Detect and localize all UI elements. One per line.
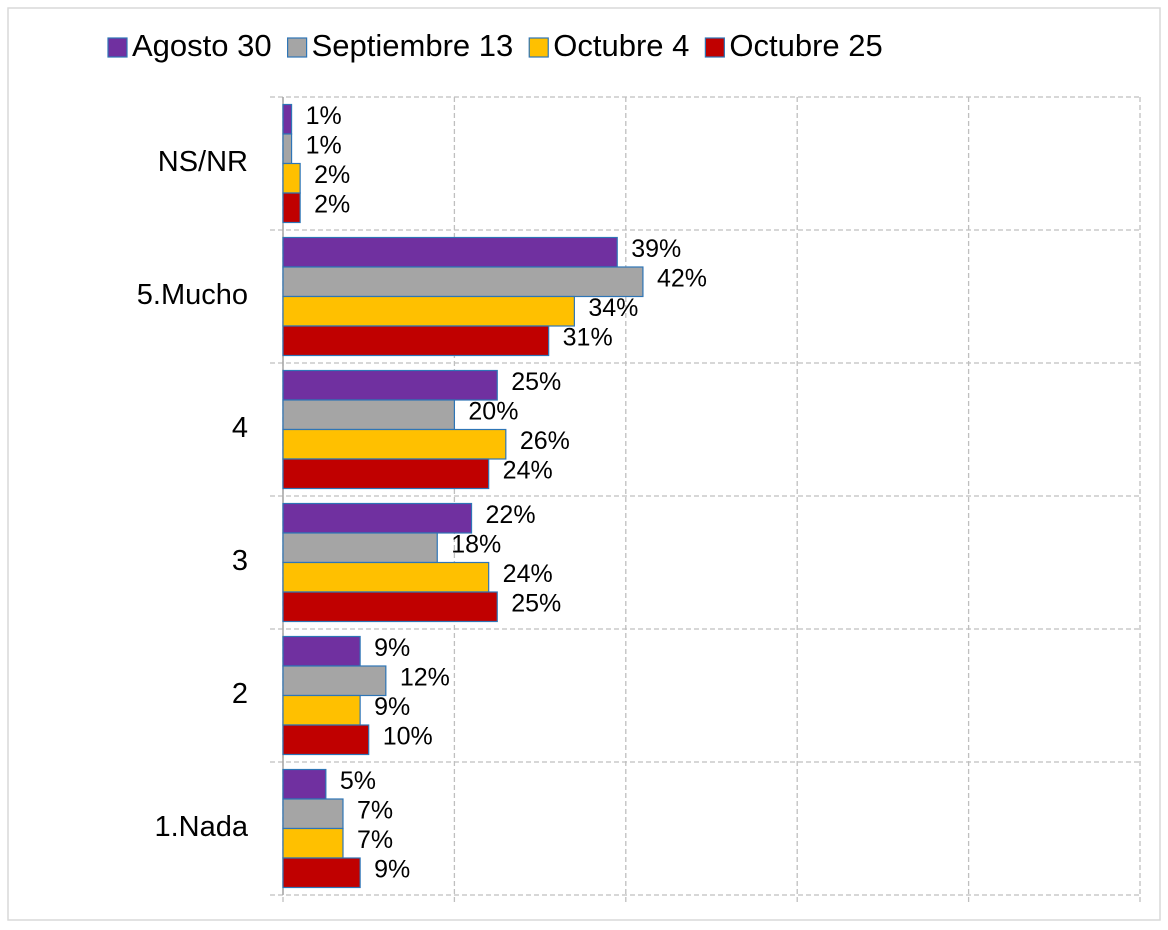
data-label: 5% bbox=[340, 767, 376, 795]
data-label: 20% bbox=[468, 397, 518, 425]
bar bbox=[282, 665, 387, 697]
data-label: 25% bbox=[511, 368, 561, 396]
data-label: 39% bbox=[631, 235, 681, 263]
data-label: 7% bbox=[357, 796, 393, 824]
bar bbox=[282, 502, 473, 534]
y-tick-label: NS/NR bbox=[158, 146, 248, 178]
data-label: 9% bbox=[374, 634, 410, 662]
data-label: 12% bbox=[400, 663, 450, 691]
data-label: 7% bbox=[357, 826, 393, 854]
bar bbox=[282, 532, 438, 564]
data-label: 26% bbox=[520, 427, 570, 455]
data-label: 2% bbox=[314, 161, 350, 189]
bar bbox=[282, 369, 498, 401]
bar bbox=[282, 295, 575, 327]
bar bbox=[282, 591, 498, 623]
bar bbox=[282, 133, 293, 165]
bar bbox=[282, 635, 361, 667]
legend-swatch bbox=[704, 37, 725, 58]
legend-label: Octubre 25 bbox=[729, 28, 882, 63]
bar bbox=[282, 561, 490, 593]
bar bbox=[282, 428, 507, 460]
data-label: 18% bbox=[451, 530, 501, 558]
y-tick-label: 2 bbox=[232, 678, 248, 710]
bar bbox=[282, 162, 301, 194]
data-label: 34% bbox=[588, 294, 638, 322]
bar bbox=[282, 103, 293, 135]
data-label: 2% bbox=[314, 190, 350, 218]
data-label: 31% bbox=[563, 323, 613, 351]
data-label: 10% bbox=[383, 722, 433, 750]
bar bbox=[282, 325, 550, 357]
legend-label: Septiembre 13 bbox=[312, 28, 514, 63]
bar bbox=[282, 857, 361, 889]
data-label: 1% bbox=[306, 102, 342, 130]
legend-swatch bbox=[107, 37, 128, 58]
y-tick-label: 1.Nada bbox=[154, 811, 248, 843]
chart-frame bbox=[7, 7, 1161, 921]
bar bbox=[282, 399, 455, 431]
y-tick-label: 4 bbox=[232, 412, 248, 444]
data-label: 22% bbox=[486, 501, 536, 529]
data-label: 25% bbox=[511, 589, 561, 617]
bar bbox=[282, 798, 344, 830]
y-tick-label: 5.Mucho bbox=[137, 279, 248, 311]
data-label: 1% bbox=[306, 131, 342, 159]
bar bbox=[282, 266, 644, 298]
bar bbox=[282, 192, 301, 224]
legend-label: Octubre 4 bbox=[553, 28, 689, 63]
legend-swatch bbox=[528, 37, 549, 58]
bar bbox=[282, 694, 361, 726]
bar bbox=[282, 827, 344, 859]
bar bbox=[282, 236, 618, 268]
data-label: 42% bbox=[657, 264, 707, 292]
data-label: 9% bbox=[374, 693, 410, 721]
legend-label: Agosto 30 bbox=[132, 28, 272, 63]
bar bbox=[282, 724, 370, 756]
y-tick-label: 3 bbox=[232, 545, 248, 577]
data-label: 9% bbox=[374, 855, 410, 883]
bar bbox=[282, 768, 327, 800]
bar bbox=[282, 458, 490, 490]
data-label: 24% bbox=[503, 456, 553, 484]
legend-swatch bbox=[287, 37, 308, 58]
data-label: 24% bbox=[503, 560, 553, 588]
